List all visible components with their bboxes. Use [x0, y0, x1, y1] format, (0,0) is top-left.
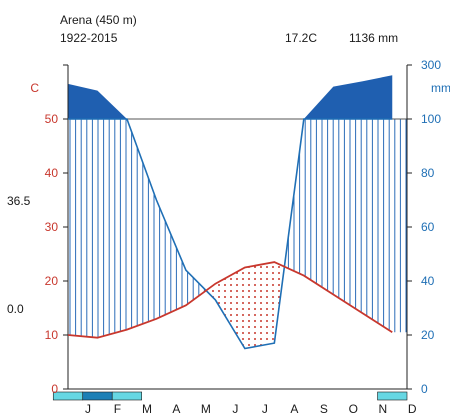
- mean-temperature: 17.2C: [285, 31, 317, 45]
- right-tick-label: 100: [421, 112, 441, 126]
- left-tick-label: 20: [45, 274, 59, 288]
- annual-precipitation: 1136 mm: [349, 31, 398, 45]
- frost-cell: [377, 391, 408, 401]
- humid-period-area: [68, 75, 407, 338]
- month-label: O: [349, 402, 358, 416]
- temperature-line: [67, 261, 393, 339]
- right-tick-label: 60: [421, 220, 435, 234]
- month-label: J: [85, 402, 91, 416]
- tick-labels: 0 10 20 30 40 50 C 0 20 40 60 80 100 300 mm 36.5 0.0 J F M A…: [7, 58, 450, 416]
- precipitation-line: [68, 118, 393, 350]
- right-tick-label: 40: [421, 274, 435, 288]
- left-tick-label: 10: [45, 328, 59, 342]
- month-label: J: [262, 402, 268, 416]
- frost-cell: [82, 391, 113, 401]
- wet-season-cap-start: [68, 83, 127, 119]
- month-label: S: [320, 402, 328, 416]
- left-tick-label: 50: [45, 112, 59, 126]
- month-label: F: [114, 402, 121, 416]
- month-label: N: [378, 402, 387, 416]
- dry-dotted-fill: [208, 262, 284, 349]
- left-tick-label: 40: [45, 166, 59, 180]
- month-label: J: [232, 402, 238, 416]
- dry-period-area: [208, 262, 284, 349]
- left-tick-label: 30: [45, 220, 59, 234]
- left-annotation: 36.5: [7, 194, 31, 208]
- right-tick-label: 0: [421, 382, 428, 396]
- month-label: M: [142, 402, 152, 416]
- period-label: 1922-2015: [60, 31, 118, 45]
- right-tick-label: 300: [421, 58, 441, 72]
- frost-cell: [111, 391, 142, 401]
- right-tick-label: 20: [421, 328, 435, 342]
- month-label: A: [172, 402, 180, 416]
- month-label: D: [408, 402, 417, 416]
- right-axis-unit: mm: [431, 81, 450, 95]
- frost-bar: [52, 391, 408, 401]
- right-tick-label: 80: [421, 166, 435, 180]
- series-lines: [67, 118, 393, 350]
- wet-season-cap-end: [303, 75, 393, 119]
- month-label: A: [290, 402, 298, 416]
- month-label: M: [201, 402, 211, 416]
- left-axis-unit: C: [30, 81, 39, 95]
- station-title: Arena (450 m): [60, 13, 137, 27]
- left-annotation: 0.0: [7, 302, 24, 316]
- left-tick-label: 0: [51, 382, 58, 396]
